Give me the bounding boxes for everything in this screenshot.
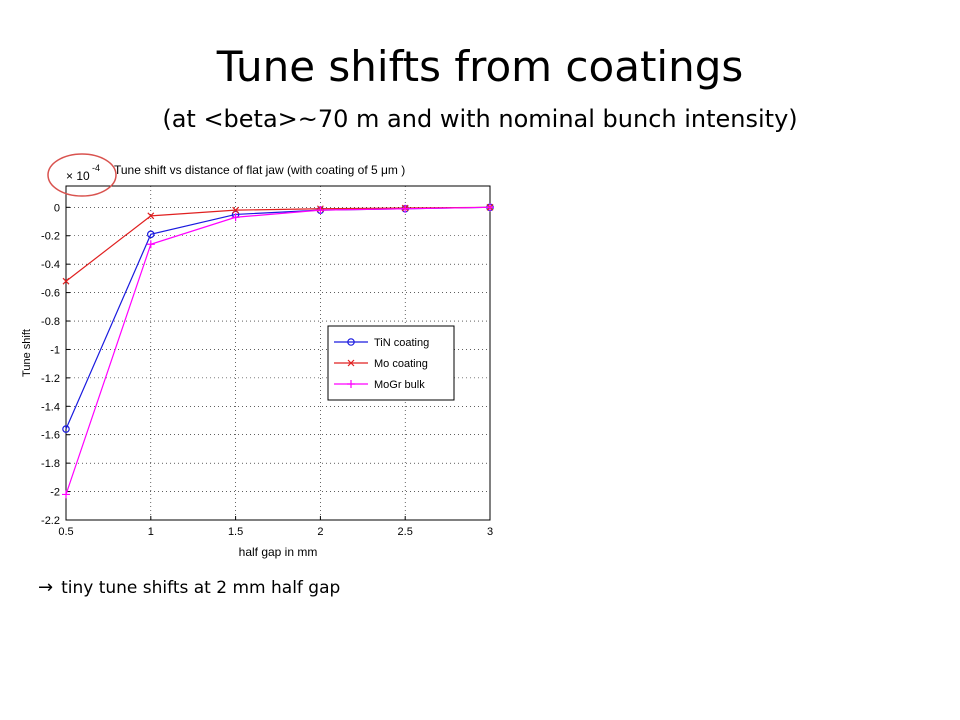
slide-subtitle: (at <beta>~70 m and with nominal bunch i… xyxy=(162,105,798,133)
legend-label: Mo coating xyxy=(374,358,428,370)
x-tick-label: 1.5 xyxy=(228,526,243,538)
x-tick-label: 0.5 xyxy=(58,526,73,538)
x-marker xyxy=(62,277,70,285)
arrow-icon: → xyxy=(38,577,54,598)
plus-marker xyxy=(316,206,325,215)
plus-marker xyxy=(62,490,70,499)
y-tick-label: -1 xyxy=(50,344,60,356)
plus-marker xyxy=(231,213,240,222)
series-mogr-bulk xyxy=(62,203,494,499)
x-axis: 0.5 1 1.5 2 2.5 3 xyxy=(58,516,493,538)
y-tick-label: -0.2 xyxy=(41,231,60,243)
x-tick-label: 3 xyxy=(487,526,493,538)
y-tick-label: -2 xyxy=(50,487,60,499)
plus-marker xyxy=(401,204,410,213)
y-tick-label: -0.4 xyxy=(41,259,60,271)
slide-title: Tune shifts from coatings xyxy=(216,42,744,91)
legend-item: TiN coating xyxy=(334,337,429,349)
legend-item: Mo coating xyxy=(334,358,428,370)
chart-title: Tune shift vs distance of flat jaw (with… xyxy=(114,163,405,177)
legend-label: MoGr bulk xyxy=(374,379,425,391)
x-tick-label: 2.5 xyxy=(398,526,413,538)
y-tick-label: -1.6 xyxy=(41,430,60,442)
series-group xyxy=(62,203,494,499)
y-tick-label: -1.2 xyxy=(41,373,60,385)
y-multiplier-base: × 10 xyxy=(66,169,90,183)
y-tick-label: -2.2 xyxy=(41,515,60,527)
y-axis: 0 -0.2 -0.4 -0.6 -0.8 -1 -1.2 -1.4 -1.6 -1.8 -2 -2.… xyxy=(41,202,70,527)
x-marker xyxy=(347,359,355,367)
plus-marker xyxy=(486,203,494,212)
y-tick-label: -1.8 xyxy=(41,458,60,470)
y-axis-label: Tune shift xyxy=(21,329,33,377)
y-multiplier-exp: -4 xyxy=(92,163,100,173)
x-marker xyxy=(147,212,155,220)
series-line xyxy=(65,206,491,495)
y-tick-label: -0.8 xyxy=(41,316,60,328)
multiplier-highlight-circle xyxy=(47,153,117,197)
x-axis-label: half gap in mm xyxy=(239,545,318,559)
x-marker xyxy=(232,206,240,214)
plus-marker xyxy=(347,380,355,388)
circle-marker xyxy=(347,338,355,346)
y-tick-label: 0 xyxy=(54,202,60,214)
tune-shift-chart: 0.5 1 1.5 2 2.5 3 0 -0.2 -0.4 -0.6 -0.8 -1 -1.2 -1.4… xyxy=(21,153,494,559)
x-tick-label: 1 xyxy=(148,526,154,538)
chart-figure: 0.5 1 1.5 2 2.5 3 0 -0.2 -0.4 -0.6 -0.8 -1 -1.2 -1.4… xyxy=(10,150,510,570)
legend-item: MoGr bulk xyxy=(334,379,425,391)
circle-marker xyxy=(62,425,70,433)
circle-marker xyxy=(147,230,155,239)
note-text: tiny tune shifts at 2 mm half gap xyxy=(61,577,341,598)
legend: TiN coating Mo coating MoGr bulk xyxy=(327,325,455,401)
x-tick-label: 2 xyxy=(317,526,323,538)
grid-lines xyxy=(65,186,491,521)
plus-marker xyxy=(146,240,155,249)
y-tick-label: -1.4 xyxy=(41,401,60,413)
legend-label: TiN coating xyxy=(374,337,429,349)
note: → tiny tune shifts at 2 mm half gap xyxy=(38,577,340,598)
y-tick-label: -0.6 xyxy=(41,288,60,300)
